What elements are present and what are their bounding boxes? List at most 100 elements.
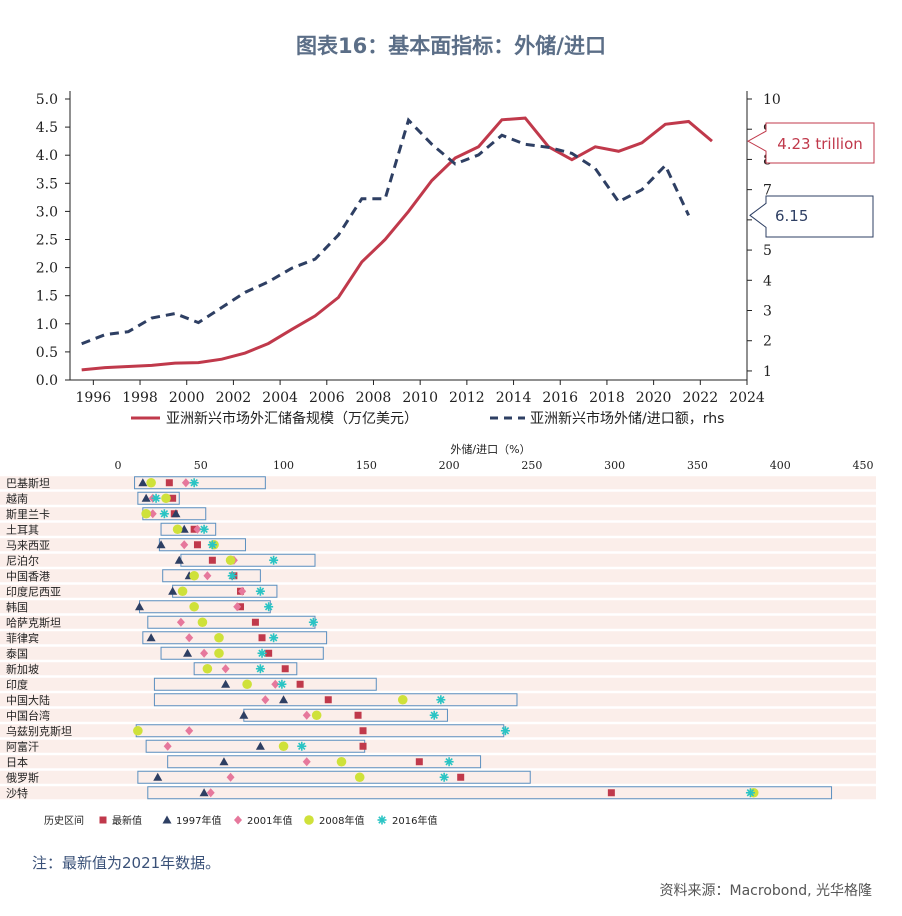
marker-2016 [189, 478, 199, 488]
marker-2008 [172, 524, 183, 535]
marker-1997 [168, 586, 178, 595]
marker-2016-stroke [256, 587, 265, 595]
marker-1997 [146, 633, 156, 642]
marker-2016 [199, 524, 209, 534]
legend-2008-label: 2008年值 [319, 814, 364, 827]
legend-range-label: 历史区间 [44, 814, 84, 827]
legend-2016-label: 2016年值 [392, 814, 437, 827]
x-tick-label: 400 [770, 459, 791, 472]
marker-2016-stroke [269, 634, 278, 642]
marker-2016 [297, 741, 307, 751]
annotation-ratio-label: 6.15 [775, 207, 808, 225]
country-label: 中国台湾 [6, 708, 50, 722]
row-band [0, 600, 876, 614]
range-box [153, 693, 518, 707]
range-box [137, 770, 531, 784]
marker-2001 [226, 772, 235, 782]
marker-1997 [239, 710, 249, 719]
marker-latest [296, 680, 304, 688]
country-label: 越南 [6, 491, 28, 505]
country-label: 泰国 [6, 646, 28, 660]
marker-2008 [189, 601, 199, 612]
marker-2016-stroke [269, 556, 278, 564]
country-label: 阿富汗 [6, 739, 39, 753]
x-tick-label: 2014 [496, 390, 532, 406]
country-row: 印度 [0, 677, 876, 691]
marker-2008 [311, 710, 322, 721]
range-box [160, 522, 217, 536]
x-tick-label: 2008 [356, 390, 392, 406]
row-band [0, 491, 876, 505]
country-label: 韩国 [6, 600, 28, 614]
country-row: 印度尼西亚 [0, 584, 876, 598]
row-band [0, 507, 876, 521]
x-tick-label: 350 [687, 459, 708, 472]
marker-latest [99, 816, 107, 824]
row-band [0, 677, 876, 691]
country-row: 日本 [0, 755, 876, 769]
country-label: 菲律宾 [6, 631, 39, 645]
x-tick-label: 150 [356, 459, 377, 472]
legend-ratio-label: 亚洲新兴市场外储/进口额，rhs [530, 410, 724, 427]
marker-latest [359, 742, 367, 750]
x-tick-label: 1998 [122, 390, 158, 406]
marker-2016 [257, 648, 267, 658]
marker-latest [265, 649, 273, 657]
row-band [0, 584, 876, 598]
x-tick-label: 2000 [169, 390, 205, 406]
marker-2016-stroke [309, 618, 318, 626]
row-band [0, 662, 876, 676]
x-tick-label: 300 [604, 459, 625, 472]
chart-title: 图表16：基本面指标：外储/进口 [296, 34, 606, 58]
reserve-import-range-chart: 外储/进口（%） 0 50 100 150 200 250 300 350 400 450 巴基斯坦越… [0, 442, 876, 827]
range-box [137, 491, 180, 505]
row-band [0, 724, 876, 738]
y-left-tick-label: 1.5 [36, 289, 58, 305]
marker-2008 [161, 493, 171, 504]
x-tick-label: 2002 [216, 390, 252, 406]
marker-2016-stroke [430, 711, 438, 719]
country-label: 新加坡 [6, 662, 39, 676]
marker-latest [457, 773, 465, 781]
marker-1997 [174, 555, 184, 564]
marker-1997 [153, 772, 163, 781]
y-left-tick-label: 4.0 [36, 148, 58, 164]
annotation-ratio: 6.15 [749, 195, 874, 238]
marker-latest [354, 711, 362, 719]
country-label: 俄罗斯 [6, 771, 39, 784]
country-label: 乌兹别克斯坦 [6, 724, 72, 738]
marker-1997 [138, 478, 148, 487]
marker-2001 [148, 509, 157, 519]
marker-latest [258, 634, 266, 642]
x-axis-title: 外储/进口（%） [450, 442, 530, 456]
marker-2001 [271, 679, 280, 689]
country-row: 乌兹别克斯坦 [0, 724, 876, 738]
range-box [153, 677, 377, 691]
marker-latest [415, 758, 423, 766]
x-tick-label: 2022 [682, 390, 718, 406]
source-line: 资料来源：Macrobond, 光华格隆 [659, 883, 872, 899]
country-label: 日本 [6, 755, 28, 769]
marker-2016-stroke [440, 773, 448, 781]
x-tick-label: 2012 [449, 390, 485, 406]
marker-latest [165, 479, 173, 487]
marker-2001 [181, 478, 190, 488]
marker-2016-stroke [501, 727, 510, 735]
country-label: 土耳其 [6, 523, 39, 536]
marker-2016 [255, 586, 265, 596]
marker-2016 [308, 617, 318, 627]
marker-1997 [135, 602, 145, 611]
country-label: 印度尼西亚 [6, 584, 61, 598]
marker-2016-stroke [190, 479, 198, 487]
y-right-tick-label: 3 [763, 304, 772, 320]
country-row: 沙特 [0, 786, 876, 800]
marker-2001 [176, 617, 185, 627]
marker-2008 [397, 694, 408, 705]
country-row: 俄罗斯 [0, 770, 876, 784]
marker-2016 [500, 726, 510, 736]
marker-2001 [193, 524, 202, 534]
range-box [162, 569, 261, 583]
marker-2016-stroke [208, 541, 217, 549]
marker-2016 [269, 633, 279, 643]
country-row: 中国大陆 [0, 693, 876, 707]
